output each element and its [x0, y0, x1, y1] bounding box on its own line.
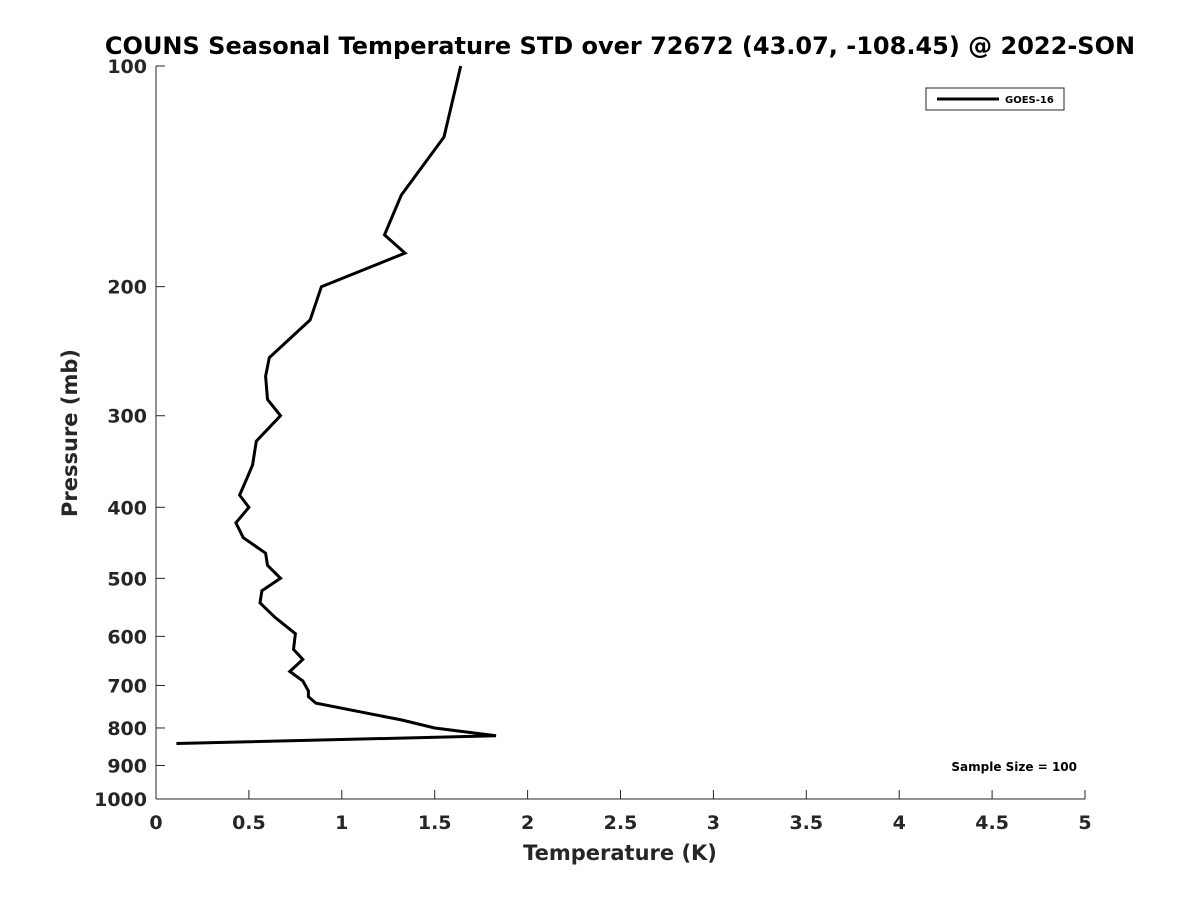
x-axis-ticks: 0 0.5 1 1.5 2 2.5 3 3.5 4 4.5 5 — [149, 790, 1092, 834]
y-axis-ticks: 100 200 300 400 500 600 700 800 900 1000 — [94, 56, 165, 811]
y-tick-label: 100 — [107, 56, 147, 78]
x-tick-label: 1 — [335, 812, 348, 834]
x-tick-label: 4.5 — [975, 812, 1009, 834]
x-tick-label: 3 — [707, 812, 720, 834]
x-tick-label: 2.5 — [604, 812, 638, 834]
x-tick-label: 1.5 — [418, 812, 452, 834]
y-tick-label: 800 — [107, 718, 147, 740]
x-tick-label: 0 — [149, 812, 162, 834]
series-layer — [176, 65, 497, 745]
series-line-goes-16 — [176, 65, 497, 745]
y-tick-label: 600 — [107, 626, 147, 648]
x-tick-label: 5 — [1078, 812, 1091, 834]
x-tick-label: 4 — [893, 812, 906, 834]
legend: GOES-16 — [925, 87, 1065, 111]
legend-label-goes-16: GOES-16 — [1005, 95, 1054, 106]
y-tick-label: 1000 — [94, 789, 147, 811]
x-tick-label: 2 — [521, 812, 534, 834]
y-tick-label: 700 — [107, 675, 147, 697]
x-tick-label: 0.5 — [232, 812, 266, 834]
y-axis-label: Pressure (mb) — [58, 349, 82, 517]
sample-size-annotation: Sample Size = 100 — [951, 760, 1077, 774]
y-tick-label: 900 — [107, 755, 147, 777]
y-tick-label: 500 — [107, 568, 147, 590]
y-tick-label: 400 — [107, 497, 147, 519]
x-tick-label: 3.5 — [789, 812, 823, 834]
y-tick-label: 200 — [107, 277, 147, 299]
x-axis-label: Temperature (K) — [523, 841, 717, 865]
chart-title: COUNS Seasonal Temperature STD over 7267… — [105, 32, 1135, 60]
y-tick-label: 300 — [107, 406, 147, 428]
